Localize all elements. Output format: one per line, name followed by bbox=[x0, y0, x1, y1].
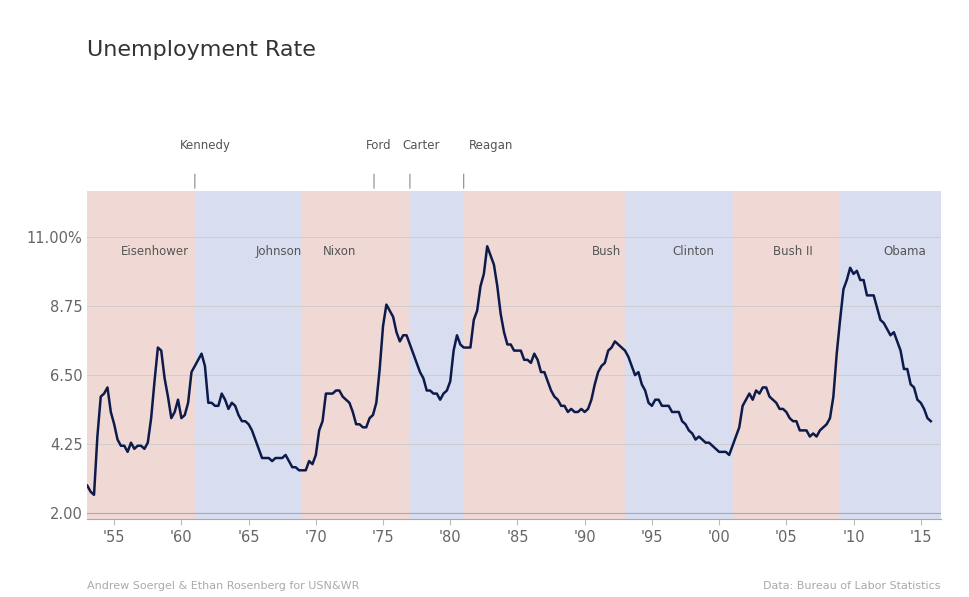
Text: Ford: Ford bbox=[366, 139, 391, 152]
Text: Unemployment Rate: Unemployment Rate bbox=[87, 39, 316, 60]
Text: Reagan: Reagan bbox=[468, 139, 513, 152]
Bar bbox=[839, 191, 940, 519]
Text: Kennedy: Kennedy bbox=[180, 139, 231, 152]
Bar bbox=[233, 191, 302, 519]
Bar bbox=[732, 191, 839, 519]
Text: Nixon: Nixon bbox=[323, 245, 356, 258]
Text: Bush: Bush bbox=[591, 245, 620, 258]
Bar bbox=[410, 191, 463, 519]
Text: Carter: Carter bbox=[401, 139, 439, 152]
Text: Bush II: Bush II bbox=[772, 245, 812, 258]
Text: Eisenhower: Eisenhower bbox=[121, 245, 189, 258]
Bar bbox=[195, 191, 233, 519]
Bar bbox=[374, 191, 410, 519]
Bar bbox=[87, 191, 195, 519]
Text: Andrew Soergel & Ethan Rosenberg for USN&WR: Andrew Soergel & Ethan Rosenberg for USN… bbox=[87, 581, 359, 591]
Text: Johnson: Johnson bbox=[255, 245, 301, 258]
Text: Clinton: Clinton bbox=[672, 245, 713, 258]
Bar bbox=[571, 191, 624, 519]
Bar bbox=[302, 191, 374, 519]
Bar bbox=[624, 191, 732, 519]
Text: Obama: Obama bbox=[882, 245, 924, 258]
Text: Data: Bureau of Labor Statistics: Data: Bureau of Labor Statistics bbox=[763, 581, 940, 591]
Bar bbox=[463, 191, 571, 519]
